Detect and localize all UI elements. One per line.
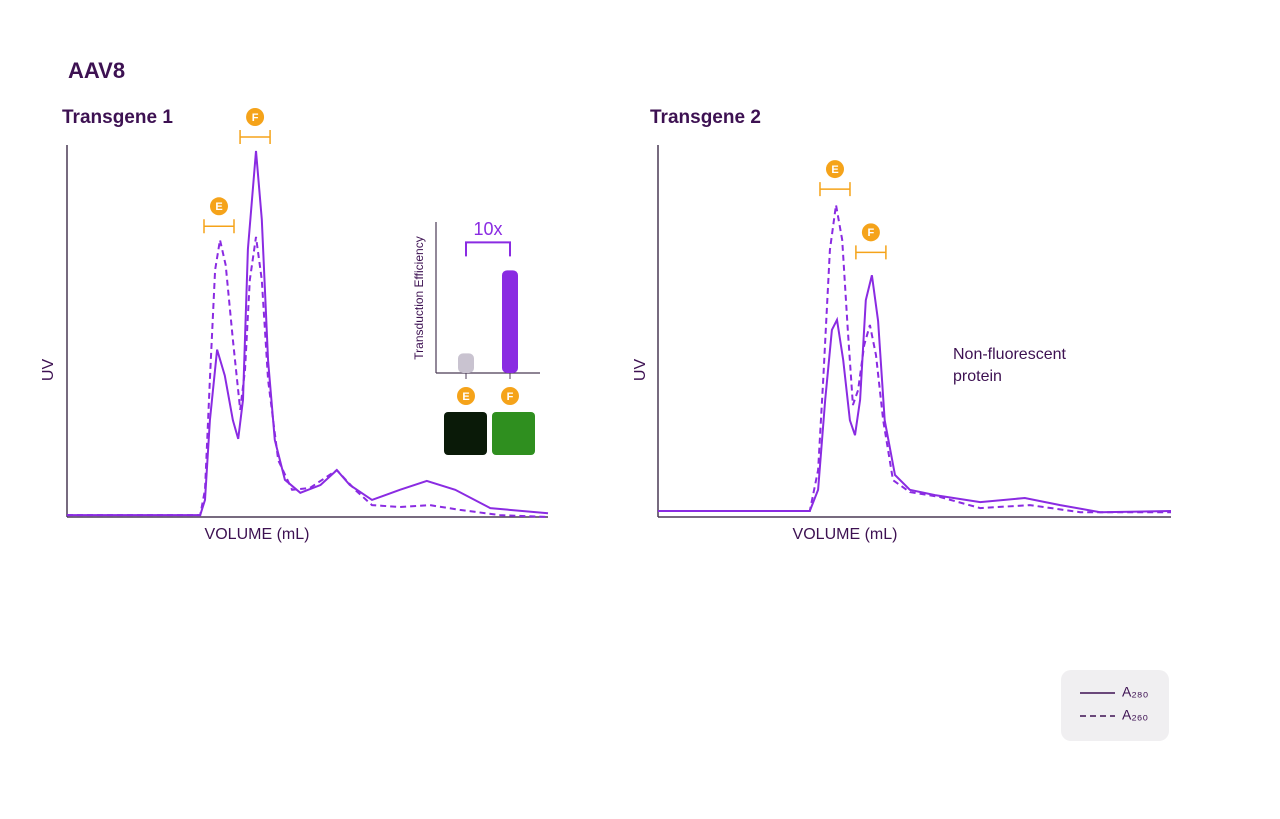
badge	[501, 387, 519, 405]
x-axis-label: VOLUME (mL)	[205, 526, 310, 543]
note: protein	[953, 368, 1002, 385]
data-line	[658, 204, 1171, 514]
data-line	[67, 150, 549, 517]
microscopy-image	[492, 412, 535, 455]
legend-label: A₂₈₀	[1122, 684, 1149, 700]
chart-title: Transgene 2	[650, 107, 761, 128]
data-line	[67, 236, 549, 518]
chart-title: Transgene 1	[62, 107, 173, 128]
peak-bracket	[819, 182, 851, 197]
y-axis-label: UV	[40, 359, 57, 382]
figure-title: AAV8	[68, 58, 125, 83]
y-axis-label: UV	[632, 359, 649, 382]
comparison-bracket	[465, 241, 511, 257]
badge-label: F	[868, 227, 875, 239]
peak-bracket	[203, 219, 235, 234]
bar	[458, 353, 474, 373]
badge	[861, 223, 880, 242]
badge	[825, 160, 844, 179]
badge-label: E	[462, 391, 469, 403]
badge-label: E	[831, 164, 838, 176]
badge	[457, 387, 475, 405]
peak-bracket	[239, 130, 271, 144]
badge	[209, 197, 228, 216]
legend-label: A₂₆₀	[1122, 707, 1148, 723]
comparison-label: 10x	[473, 219, 502, 239]
peak-bracket	[855, 245, 887, 260]
badge-label: E	[215, 201, 222, 213]
x-axis-label: VOLUME (mL)	[793, 526, 898, 543]
badge-label: F	[252, 112, 259, 124]
legend-box	[1061, 670, 1169, 741]
badge-label: F	[507, 391, 514, 403]
badge	[246, 108, 265, 126]
bar	[502, 270, 518, 373]
microscopy-image	[444, 412, 487, 455]
note: Non-fluorescent	[953, 346, 1067, 363]
data-line	[658, 274, 1172, 514]
inset-y-label: Transduction Efficiency	[412, 236, 426, 359]
